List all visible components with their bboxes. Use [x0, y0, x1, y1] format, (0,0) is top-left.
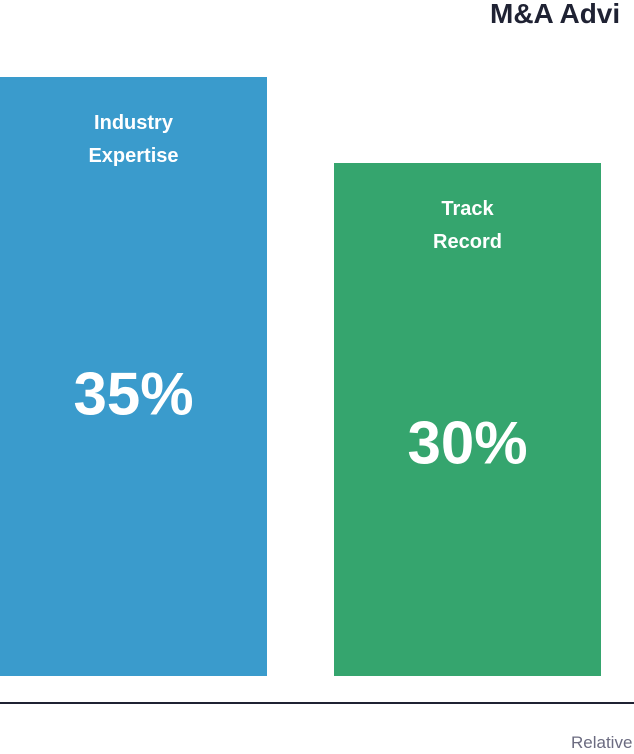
x-axis-label: Relative: [571, 733, 633, 752]
x-axis-line: [0, 702, 634, 704]
category-label: Track Record: [433, 197, 502, 253]
value-label: 35%: [73, 360, 194, 428]
bar: Industry Expertise 35%: [0, 77, 267, 676]
bar: Track Record 30%: [334, 162, 601, 676]
category-label: Industry Expertise: [88, 112, 179, 167]
chart-title: M&A Advi: [490, 0, 621, 29]
value-label: 30%: [407, 409, 528, 477]
